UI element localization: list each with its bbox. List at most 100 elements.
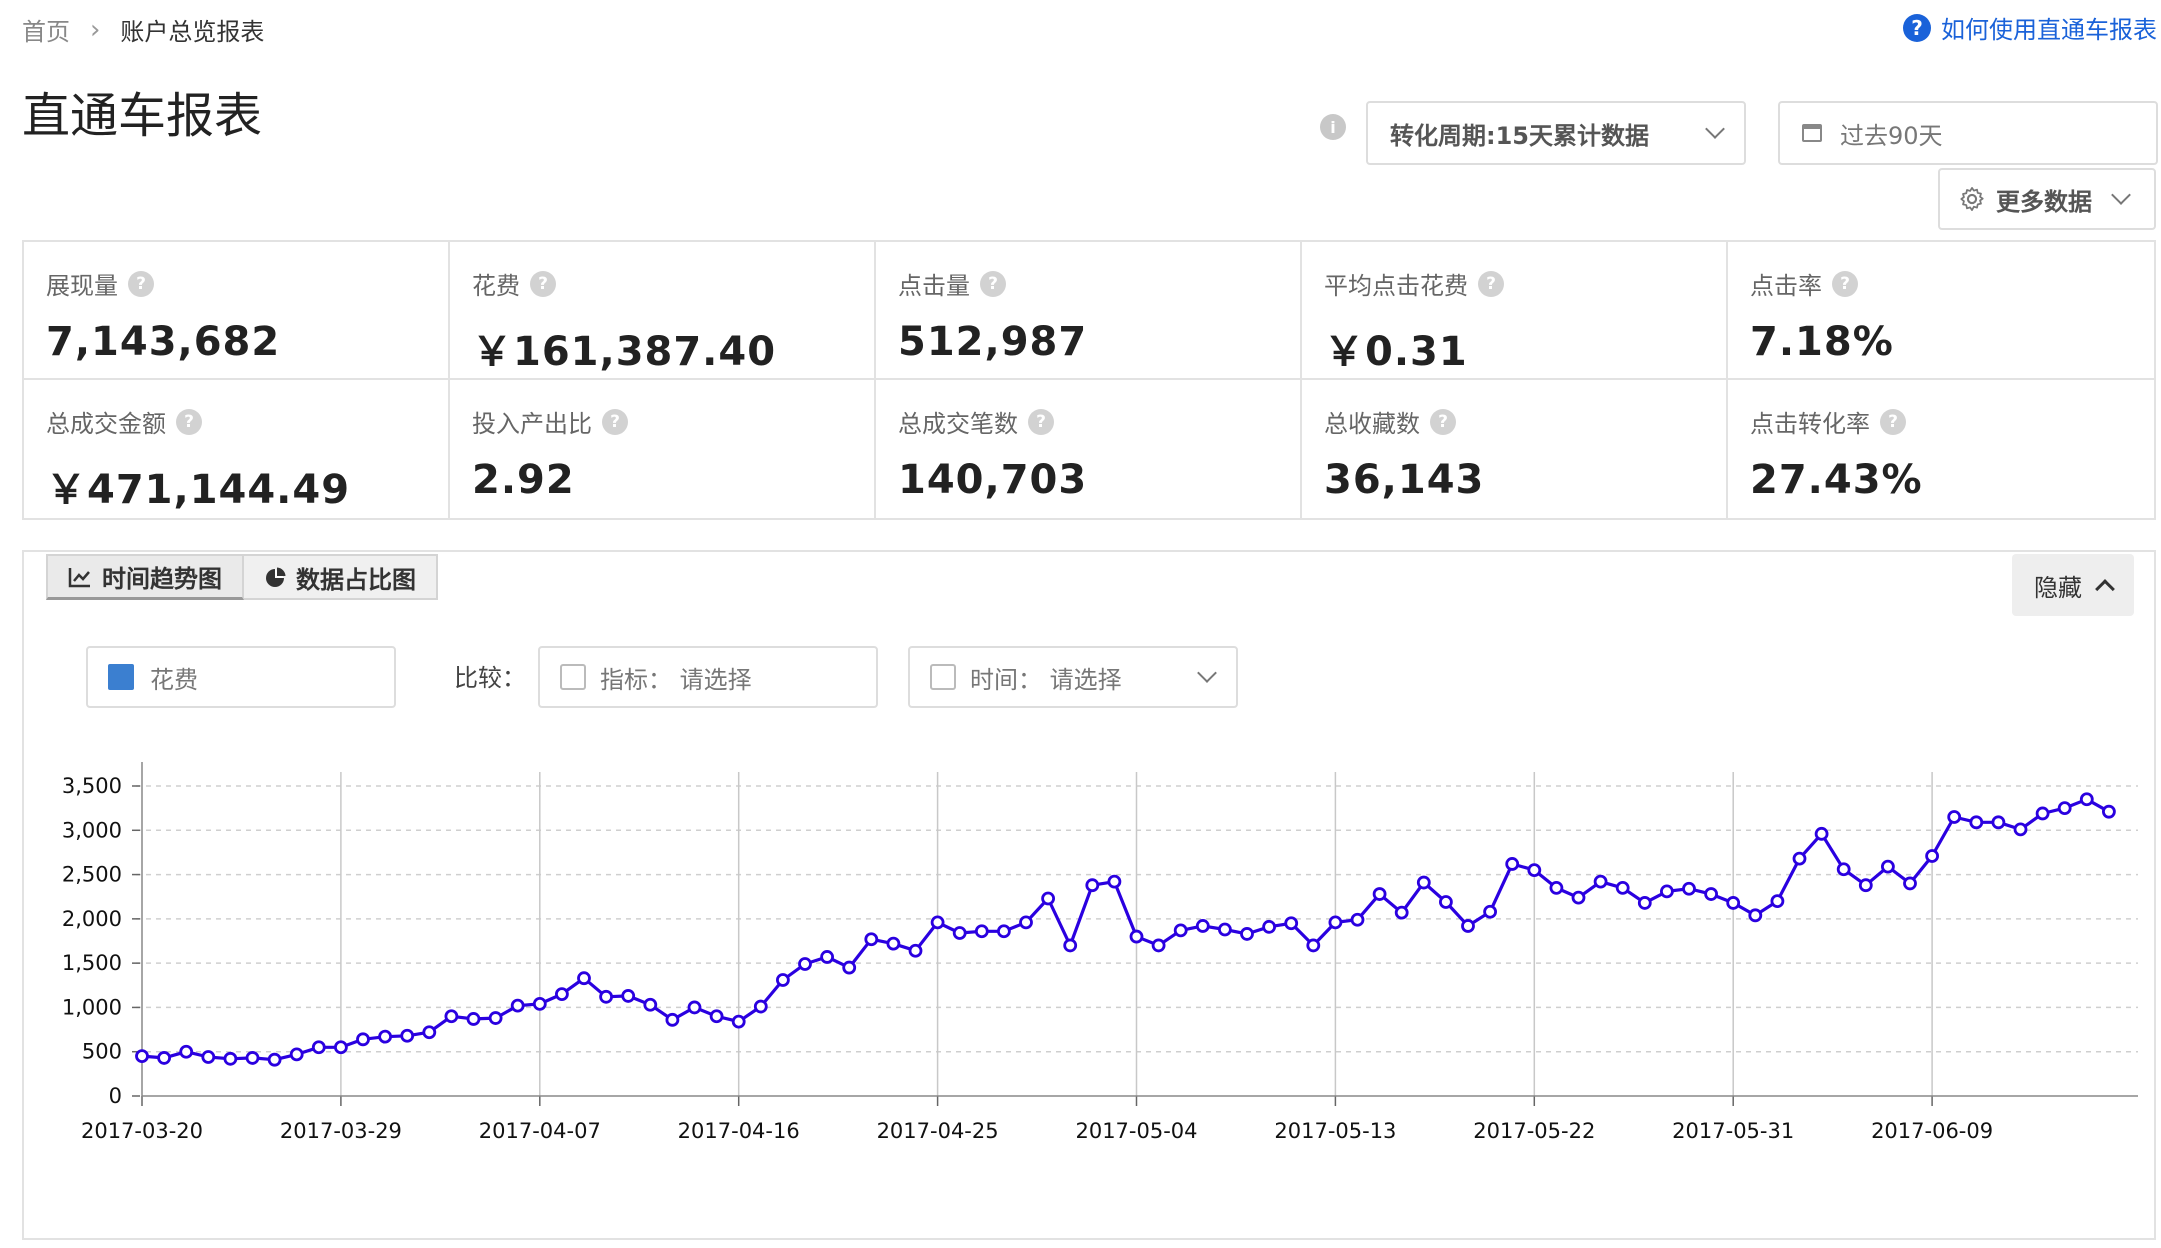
data-point: [1527, 863, 1542, 878]
compare-time-placeholder: 时间： 请选择: [970, 665, 1122, 694]
tab-data-share[interactable]: 数据占比图: [244, 554, 438, 600]
data-point: [753, 999, 768, 1014]
metric-value: 2.92: [472, 457, 575, 503]
help-link[interactable]: ? 如何使用直通车报表: [1903, 10, 2157, 45]
more-data-button[interactable]: 更多数据: [1938, 168, 2156, 230]
data-point: [2079, 792, 2094, 807]
data-point: [1107, 874, 1122, 889]
data-point: [1151, 938, 1166, 953]
compare-time-select[interactable]: 时间： 请选择: [908, 646, 1238, 708]
metric-ctr: 点击率? 7.18%: [1728, 242, 2154, 380]
y-tick-label: 500: [82, 1040, 122, 1064]
series-select[interactable]: 花费: [86, 646, 396, 708]
data-point: [1748, 908, 1763, 923]
metric-label: 总成交金额: [46, 410, 166, 438]
data-point: [510, 998, 525, 1013]
metric-label: 展现量: [46, 272, 118, 300]
data-point: [864, 932, 879, 947]
metric-label: 总成交笔数: [898, 410, 1018, 438]
breadcrumb: 首页 › 账户总览报表: [22, 12, 264, 47]
data-point: [1350, 912, 1365, 927]
metric-clicks: 点击量? 512,987: [876, 242, 1302, 380]
x-tick-label: 2017-05-04: [1075, 1119, 1197, 1143]
breadcrumb-current: 账户总览报表: [120, 18, 265, 46]
y-tick-label: 2,000: [62, 907, 122, 931]
metric-label: 点击率: [1750, 272, 1822, 300]
metric-favorites: 总收藏数? 36,143: [1302, 380, 1728, 518]
data-point: [157, 1051, 172, 1065]
calendar-icon: [1802, 124, 1822, 142]
gear-icon: [1960, 187, 1984, 211]
data-point: [201, 1050, 216, 1064]
help-icon[interactable]: ?: [1832, 270, 1858, 297]
data-point: [2035, 806, 2050, 821]
compare-time-checkbox[interactable]: [930, 664, 956, 690]
data-point: [1195, 919, 1210, 933]
help-icon[interactable]: ?: [602, 408, 628, 435]
hide-chart-button[interactable]: 隐藏: [2012, 554, 2134, 616]
compare-metric-select[interactable]: 指标： 请选择: [538, 646, 878, 708]
conversion-period-select[interactable]: 转化周期:15天累计数据: [1366, 101, 1746, 165]
chevron-down-icon: [2111, 185, 2131, 205]
data-point: [908, 943, 923, 958]
data-point: [1416, 875, 1431, 890]
data-point: [997, 924, 1011, 939]
data-point: [1571, 890, 1586, 905]
help-icon[interactable]: ?: [1028, 408, 1054, 435]
info-icon[interactable]: i: [1320, 114, 1346, 140]
data-point: [378, 1029, 393, 1044]
help-icon[interactable]: ?: [1430, 408, 1456, 435]
data-point: [776, 973, 790, 987]
metric-value: 7,143,682: [46, 319, 281, 365]
data-point: [1947, 810, 1962, 824]
metric-label: 花费: [472, 272, 520, 300]
data-point: [2057, 801, 2072, 816]
metric-value: ￥471,144.49: [46, 467, 351, 513]
data-point: [1682, 881, 1696, 896]
tab-label: 数据占比图: [296, 565, 416, 594]
data-point: [1925, 849, 1939, 863]
chart-tabs: 时间趋势图 数据占比图: [46, 554, 438, 600]
conversion-period-value: 转化周期:15天累计数据: [1390, 121, 1649, 150]
data-point: [1461, 919, 1475, 933]
data-point: [1903, 876, 1917, 891]
compare-metric-placeholder: 指标： 请选择: [600, 665, 752, 694]
x-tick-label: 2017-06-09: [1871, 1119, 1993, 1143]
y-tick-label: 0: [109, 1084, 122, 1108]
breadcrumb-home-link[interactable]: 首页: [22, 18, 70, 46]
data-point: [1836, 862, 1851, 877]
y-tick-label: 3,000: [62, 818, 122, 842]
compare-metric-checkbox[interactable]: [560, 664, 586, 690]
metric-impressions: 展现量? 7,143,682: [24, 242, 450, 380]
y-tick-label: 1,500: [62, 951, 122, 975]
tab-time-trend[interactable]: 时间趋势图: [46, 554, 244, 600]
date-range-picker[interactable]: 过去90天: [1778, 101, 2158, 165]
data-point: [599, 989, 613, 1004]
data-point: [1726, 896, 1741, 910]
help-icon[interactable]: ?: [176, 408, 202, 435]
data-point: [643, 997, 658, 1012]
data-point: [1306, 938, 1321, 953]
data-point: [488, 1011, 503, 1025]
data-point: [400, 1028, 415, 1043]
spend-line-chart: 0 500 1,000 1,500 2,000 2,500 3,000 3,500 2017-0…: [62, 762, 2138, 1143]
metric-label: 平均点击花费: [1324, 272, 1468, 300]
data-point: [245, 1051, 260, 1065]
help-icon[interactable]: ?: [1478, 270, 1504, 297]
help-icon[interactable]: ?: [980, 270, 1006, 297]
data-point: [2013, 822, 2028, 837]
data-point: [1792, 851, 1807, 866]
data-point: [731, 1014, 746, 1029]
help-icon[interactable]: ?: [1880, 408, 1906, 435]
metric-label: 点击转化率: [1750, 410, 1870, 438]
data-point: [1704, 887, 1718, 901]
data-point: [1969, 815, 1984, 830]
help-icon[interactable]: ?: [530, 270, 556, 297]
data-point: [466, 1012, 481, 1026]
y-tick-label: 1,000: [62, 995, 122, 1019]
help-icon[interactable]: ?: [128, 270, 154, 297]
line-chart-icon: [68, 567, 90, 587]
data-point: [1262, 919, 1276, 934]
data-point: [665, 1012, 680, 1027]
data-point: [1770, 894, 1785, 909]
